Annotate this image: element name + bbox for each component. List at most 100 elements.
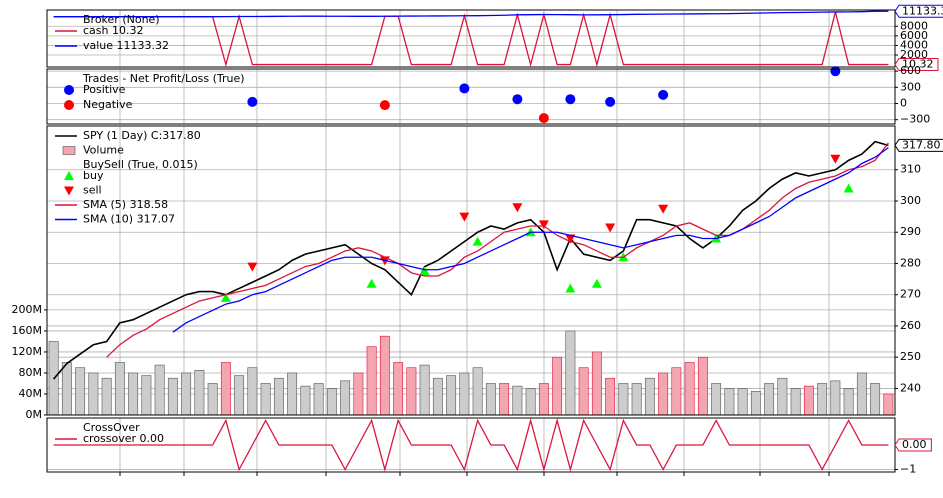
volume-bar <box>154 364 165 416</box>
marker <box>830 66 841 77</box>
marker <box>658 204 669 214</box>
y2-tick-label: 0M <box>26 408 43 421</box>
y-tick-label: 270 <box>900 288 921 301</box>
marker <box>459 212 470 222</box>
legend-label: Volume <box>83 144 124 157</box>
legend-marker <box>64 85 74 95</box>
volume-bar <box>366 346 377 416</box>
marker <box>379 100 390 111</box>
marker <box>247 262 258 272</box>
volume-bar <box>406 367 417 416</box>
value-tag: 0.00 <box>902 438 927 451</box>
volume-bar <box>578 367 589 416</box>
value-tag-box <box>894 4 943 18</box>
volume-bar <box>671 367 682 416</box>
volume-bar <box>167 377 178 416</box>
panel-background <box>47 126 895 415</box>
legend-label: crossover 0.00 <box>83 432 164 445</box>
marker <box>220 292 231 302</box>
volume-bar <box>300 385 311 416</box>
y2-tick-label: 80M <box>19 366 43 379</box>
legend-label: SMA (10) 317.07 <box>83 213 175 226</box>
volume-bar <box>287 372 298 416</box>
volume-bar <box>764 383 775 416</box>
legend-label: Positive <box>83 83 126 96</box>
volume-bar <box>75 367 86 416</box>
volume-bar <box>538 383 549 416</box>
legend-label: SPY (1 Day) C:317.80 <box>83 129 201 142</box>
volume-bar <box>432 377 443 416</box>
volume-bar <box>817 383 828 416</box>
volume-bar <box>499 383 510 416</box>
y2-tick-label: 160M <box>12 324 43 337</box>
volume-bar <box>446 375 457 416</box>
value-tag-box <box>894 138 943 152</box>
volume-bar <box>631 383 642 416</box>
value-tag-box <box>894 58 939 72</box>
series-line <box>53 10 889 18</box>
y-tick-label: 310 <box>900 163 921 176</box>
volume-bar <box>618 383 629 416</box>
volume-bar <box>393 362 404 416</box>
y-tick-label: −300 <box>900 113 930 126</box>
volume-bar <box>340 380 351 416</box>
marker <box>247 96 258 107</box>
volume-bar <box>552 356 563 416</box>
volume-bar <box>605 377 616 416</box>
value-tag-box <box>894 438 932 452</box>
y-tick-label: 0 <box>900 97 907 110</box>
volume-bar <box>101 377 112 416</box>
volume-bar <box>459 372 470 416</box>
panel-frame <box>46 125 896 416</box>
volume-bar <box>379 335 390 416</box>
marker <box>366 278 377 288</box>
legend-label: SMA (5) 318.58 <box>83 198 168 211</box>
volume-bar <box>326 388 337 416</box>
volume-bar <box>843 388 854 416</box>
legend-subtitle: BuySell (True, 0.015) <box>83 158 198 171</box>
volume-bar <box>247 367 258 416</box>
volume-bar <box>194 370 205 416</box>
volume-bar <box>114 362 125 416</box>
y-tick-label: 280 <box>900 256 921 269</box>
marker <box>459 83 470 94</box>
volume-bar <box>88 372 99 416</box>
volume-bar <box>856 372 867 416</box>
series-line <box>172 147 889 333</box>
volume-bar <box>591 351 602 416</box>
volume-bar <box>711 383 722 416</box>
volume-bar <box>644 377 655 416</box>
marker <box>605 223 616 233</box>
volume-bar <box>737 388 748 416</box>
legend-label: Negative <box>83 98 133 111</box>
volume-bar <box>141 375 152 416</box>
volume-bar <box>313 383 324 416</box>
marker <box>538 220 549 230</box>
legend-label: cash 10.32 <box>83 24 143 37</box>
volume-bar <box>565 330 576 416</box>
volume-bar <box>525 388 536 416</box>
value-tag: 11133.32 <box>902 4 943 17</box>
y-tick-label: 290 <box>900 225 921 238</box>
volume-bar <box>273 377 284 416</box>
legend-title: Broker (None) <box>83 13 160 26</box>
volume-bar <box>512 385 523 416</box>
volume-bar <box>777 377 788 416</box>
y-tick-label: 240 <box>900 381 921 394</box>
volume-bar <box>724 388 735 416</box>
y-tick-label: 4000 <box>900 38 928 51</box>
legend-marker <box>64 186 74 196</box>
volume-bar <box>260 383 271 416</box>
panel-frame <box>46 68 896 125</box>
marker <box>830 154 841 164</box>
volume-bar <box>353 372 364 416</box>
marker <box>843 183 854 193</box>
series-line <box>106 142 889 358</box>
volume-bar <box>485 383 496 416</box>
volume-bar <box>750 391 761 416</box>
volume-bar <box>472 367 483 416</box>
volume-bar <box>790 388 801 416</box>
volume-bar <box>883 393 894 416</box>
